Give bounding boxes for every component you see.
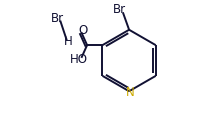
Text: O: O	[78, 24, 88, 37]
Text: N: N	[126, 86, 135, 99]
Text: Br: Br	[113, 3, 126, 16]
Text: H: H	[64, 35, 73, 48]
Text: Br: Br	[51, 12, 64, 25]
Text: HO: HO	[70, 53, 87, 66]
